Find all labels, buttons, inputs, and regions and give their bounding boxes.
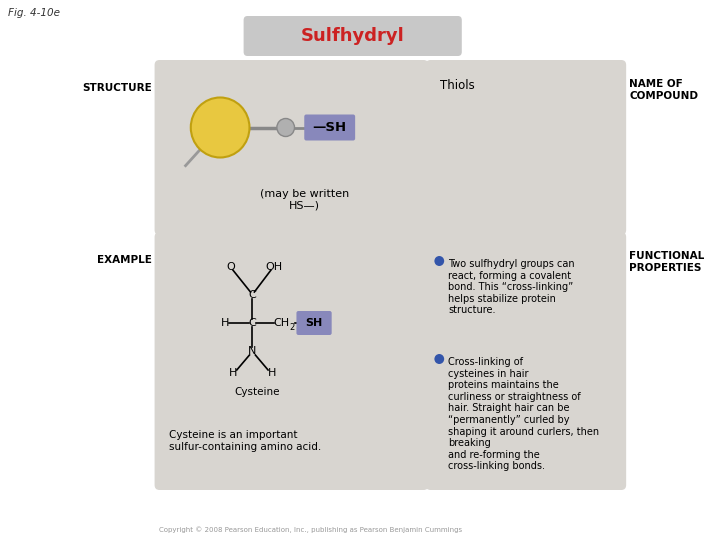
Text: C: C [248, 318, 256, 328]
Text: SH: SH [305, 318, 323, 328]
FancyBboxPatch shape [155, 232, 428, 490]
FancyBboxPatch shape [155, 60, 428, 235]
Text: H: H [268, 368, 276, 378]
Text: —SH: —SH [312, 121, 347, 134]
Text: Fig. 4-10e: Fig. 4-10e [8, 8, 60, 18]
Circle shape [434, 256, 444, 266]
Text: (may be written
HS—): (may be written HS—) [260, 189, 349, 211]
FancyBboxPatch shape [426, 60, 626, 235]
Text: O: O [227, 262, 235, 272]
Text: H: H [221, 318, 229, 328]
Text: Cysteine is an important
sulfur-containing amino acid.: Cysteine is an important sulfur-containi… [169, 430, 322, 451]
FancyBboxPatch shape [243, 16, 462, 56]
Text: Sulfhydryl: Sulfhydryl [301, 27, 405, 45]
Text: NAME OF
COMPOUND: NAME OF COMPOUND [629, 79, 698, 100]
Text: STRUCTURE: STRUCTURE [82, 83, 152, 93]
Text: Two sulfhydryl groups can
react, forming a covalent
bond. This “cross-linking”
h: Two sulfhydryl groups can react, forming… [448, 259, 575, 315]
Circle shape [434, 354, 444, 364]
Text: OH: OH [266, 262, 282, 272]
Text: N: N [248, 346, 256, 356]
FancyBboxPatch shape [426, 232, 626, 490]
Text: Cysteine: Cysteine [235, 387, 280, 397]
Text: Cross-linking of
cysteines in hair
proteins maintains the
curliness or straightn: Cross-linking of cysteines in hair prote… [448, 357, 599, 471]
Circle shape [191, 98, 250, 158]
Circle shape [277, 118, 294, 137]
Text: C: C [248, 290, 256, 300]
FancyBboxPatch shape [297, 311, 332, 335]
FancyBboxPatch shape [305, 114, 355, 140]
Text: Thiols: Thiols [440, 79, 475, 92]
Text: 2: 2 [289, 322, 294, 332]
Text: CH: CH [274, 318, 290, 328]
Text: EXAMPLE: EXAMPLE [96, 255, 152, 265]
Text: FUNCTIONAL
PROPERTIES: FUNCTIONAL PROPERTIES [629, 251, 704, 273]
Text: Copyright © 2008 Pearson Education, Inc., publishing as Pearson Benjamin Cumming: Copyright © 2008 Pearson Education, Inc.… [159, 526, 462, 534]
Text: H: H [229, 368, 237, 378]
